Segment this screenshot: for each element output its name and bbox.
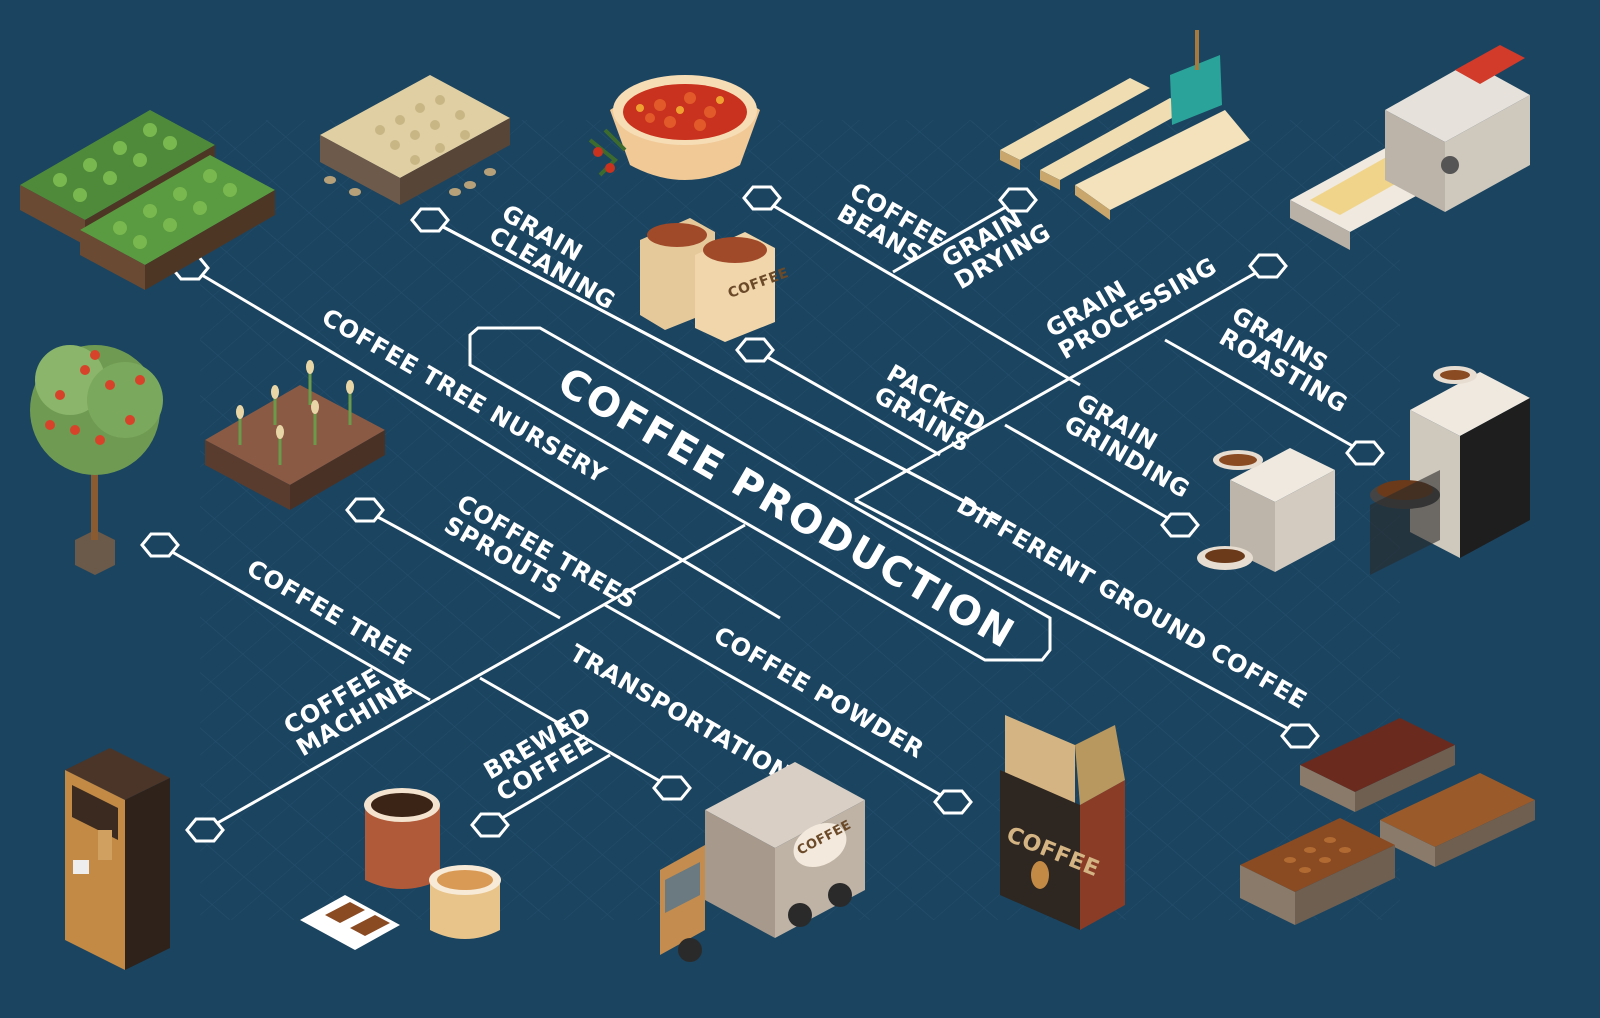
grinder-small-illustration [1197,448,1335,572]
node-coffee-tree [140,532,180,558]
title-frame [468,326,1052,662]
sprouts-pots-illustration [205,360,385,510]
roaster-machine-illustration [1370,366,1530,575]
node-brewed-coffee [470,812,510,838]
connector-nodes [140,185,1385,843]
node-packed-grains [735,337,775,363]
node-grain-drying [998,187,1038,213]
delivery-truck-illustration: COFFEE [660,762,865,962]
cherry-bowl-illustration [588,75,760,180]
line-grains-roasting [1164,338,1366,455]
line-coffee-machine [204,523,746,832]
line-brewed-coffee [489,753,611,827]
coffee-bag-illustration: COFFEE [1000,715,1125,930]
node-transportation [652,775,692,801]
line-coffee-powder [604,603,954,804]
coffee-machine-illustration [65,748,170,970]
node-coffee-beans [742,185,782,211]
node-sprouts [345,497,385,523]
coffee-mugs-illustration [300,788,501,950]
node-coffee-machine [185,817,225,843]
node-ground-coffee [1280,723,1320,749]
line-grain-drying [892,198,1019,274]
line-coffee-tree [159,543,431,702]
node-grain-processing [1248,253,1288,279]
ground-coffee-trays-illustration [1240,718,1535,925]
drying-beds-illustration [1000,30,1250,220]
grain-cleaning-tray-illustration [320,75,510,205]
line-transportation [479,676,673,790]
coffee-tree-illustration [30,345,163,575]
line-packed-grains [754,348,941,457]
node-grains-roasting [1345,440,1385,466]
line-grain-processing [854,264,1269,502]
node-grain-grinding [1160,512,1200,538]
node-grain-cleaning [410,207,450,233]
processing-machine-illustration [1290,45,1530,250]
node-coffee-powder [933,789,973,815]
nursery-trays-illustration [20,110,275,290]
line-coffee-beans [759,196,1081,387]
line-ground-coffee [854,498,1301,737]
connector-lines [159,196,1366,832]
line-grain-grinding [1004,423,1181,527]
line-sprouts [364,508,561,620]
